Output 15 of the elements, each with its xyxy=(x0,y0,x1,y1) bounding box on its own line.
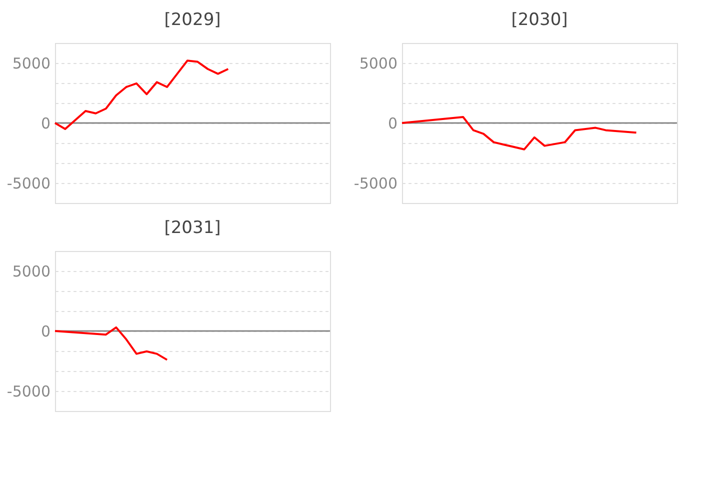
line-series xyxy=(54,60,230,130)
y-tick-label: 5000 xyxy=(359,54,398,72)
y-tick-label: 5000 xyxy=(12,262,50,280)
y-tick-label: -5000 xyxy=(6,174,50,192)
chart-title: [2030] xyxy=(511,10,568,30)
chart-title: [2031] xyxy=(164,218,221,238)
y-tick-label: 0 xyxy=(388,114,398,132)
line-series xyxy=(54,326,168,361)
line-series xyxy=(401,116,638,150)
y-tick-label: 0 xyxy=(40,114,50,132)
y-tick-label: -5000 xyxy=(354,174,398,192)
y-tick-label: 0 xyxy=(40,322,50,340)
y-tick-label: 5000 xyxy=(12,54,50,72)
y-tick-label: -5000 xyxy=(6,382,50,400)
chart-title: [2029] xyxy=(164,10,221,30)
